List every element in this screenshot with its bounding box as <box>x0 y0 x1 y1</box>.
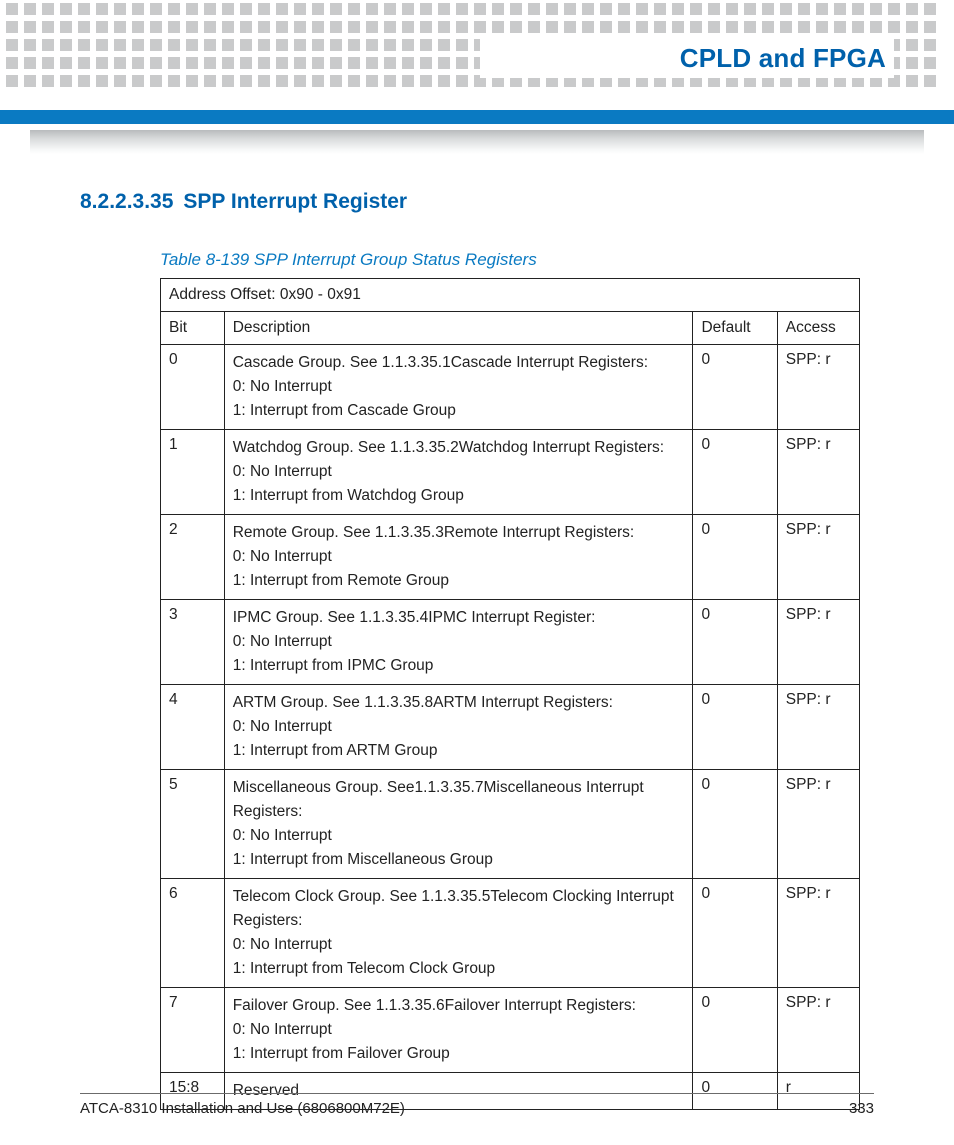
access-cell: SPP: r <box>777 770 859 879</box>
default-cell: 0 <box>693 988 777 1073</box>
section-number: 8.2.2.3.35 <box>80 190 173 214</box>
description-cell: Cascade Group. See 1.1.3.35.1Cascade Int… <box>224 345 693 430</box>
section-title: SPP Interrupt Register <box>183 190 407 214</box>
table-row: 3 IPMC Group. See 1.1.3.35.4IPMC Interrup… <box>161 600 860 685</box>
description-cell: Watchdog Group. See 1.1.3.35.2Watchdog I… <box>224 430 693 515</box>
bit-cell: 0 <box>161 345 225 430</box>
table-row: 7 Failover Group. See 1.1.3.35.6Failover … <box>161 988 860 1073</box>
bit-cell: 3 <box>161 600 225 685</box>
col-header-access: Access <box>777 312 859 345</box>
default-cell: 0 <box>693 685 777 770</box>
description-line: ARTM Group. See 1.1.3.35.8ARTM Interrupt… <box>233 691 685 715</box>
table-row: 0 Cascade Group. See 1.1.3.35.1Cascade In… <box>161 345 860 430</box>
col-header-default: Default <box>693 312 777 345</box>
footer-doc-title: ATCA-8310 Installation and Use (6806800M… <box>80 1100 405 1117</box>
description-line: 1: Interrupt from Telecom Clock Group <box>233 957 685 981</box>
footer-page-number: 333 <box>849 1100 874 1117</box>
description-line: 0: No Interrupt <box>233 715 685 739</box>
description-line: IPMC Group. See 1.1.3.35.4IPMC Interrupt… <box>233 606 685 630</box>
bit-cell: 4 <box>161 685 225 770</box>
description-cell: Telecom Clock Group. See 1.1.3.35.5Telec… <box>224 879 693 988</box>
access-cell: SPP: r <box>777 685 859 770</box>
bit-cell: 2 <box>161 515 225 600</box>
default-cell: 0 <box>693 345 777 430</box>
default-cell: 0 <box>693 600 777 685</box>
bit-cell: 5 <box>161 770 225 879</box>
header-gray-fade <box>30 130 924 154</box>
table-row: 2 Remote Group. See 1.1.3.35.3Remote Inte… <box>161 515 860 600</box>
chapter-title-wrap: CPLD and FPGA <box>480 38 894 78</box>
chapter-title: CPLD and FPGA <box>680 43 886 74</box>
table-row: 6Telecom Clock Group. See 1.1.3.35.5Tele… <box>161 879 860 988</box>
description-line: 0: No Interrupt <box>233 1018 685 1042</box>
register-table: Address Offset: 0x90 - 0x91BitDescriptio… <box>160 278 860 1110</box>
access-cell: SPP: r <box>777 988 859 1073</box>
access-cell: SPP: r <box>777 515 859 600</box>
table-row: 1 Watchdog Group. See 1.1.3.35.2Watchdog … <box>161 430 860 515</box>
page-footer: ATCA-8310 Installation and Use (6806800M… <box>80 1093 874 1117</box>
description-line: 0: No Interrupt <box>233 375 685 399</box>
table-row: 4 ARTM Group. See 1.1.3.35.8ARTM Interrup… <box>161 685 860 770</box>
description-line: Failover Group. See 1.1.3.35.6Failover I… <box>233 994 685 1018</box>
description-line: 1: Interrupt from Miscellaneous Group <box>233 848 685 872</box>
description-line: Miscellaneous Group. See1.1.3.35.7Miscel… <box>233 776 685 824</box>
bit-cell: 6 <box>161 879 225 988</box>
description-line: Cascade Group. See 1.1.3.35.1Cascade Int… <box>233 351 685 375</box>
description-line: 1: Interrupt from IPMC Group <box>233 654 685 678</box>
description-line: Remote Group. See 1.1.3.35.3Remote Inter… <box>233 521 685 545</box>
header-blue-bar <box>0 110 954 124</box>
col-header-description: Description <box>224 312 693 345</box>
default-cell: 0 <box>693 770 777 879</box>
address-offset-cell: Address Offset: 0x90 - 0x91 <box>161 279 860 312</box>
description-line: Telecom Clock Group. See 1.1.3.35.5Telec… <box>233 885 685 933</box>
access-cell: SPP: r <box>777 879 859 988</box>
description-cell: Remote Group. See 1.1.3.35.3Remote Inter… <box>224 515 693 600</box>
description-line: 1: Interrupt from ARTM Group <box>233 739 685 763</box>
access-cell: SPP: r <box>777 345 859 430</box>
bit-cell: 7 <box>161 988 225 1073</box>
table-row: 5Miscellaneous Group. See1.1.3.35.7Misce… <box>161 770 860 879</box>
description-cell: IPMC Group. See 1.1.3.35.4IPMC Interrupt… <box>224 600 693 685</box>
content-area: 8.2.2.3.35 SPP Interrupt Register Table … <box>80 180 874 1085</box>
description-cell: Miscellaneous Group. See1.1.3.35.7Miscel… <box>224 770 693 879</box>
bit-cell: 1 <box>161 430 225 515</box>
description-line: Watchdog Group. See 1.1.3.35.2Watchdog I… <box>233 436 685 460</box>
description-line: 0: No Interrupt <box>233 545 685 569</box>
access-cell: SPP: r <box>777 430 859 515</box>
description-line: 0: No Interrupt <box>233 824 685 848</box>
default-cell: 0 <box>693 515 777 600</box>
section-heading: 8.2.2.3.35 SPP Interrupt Register <box>80 190 874 214</box>
description-line: 1: Interrupt from Remote Group <box>233 569 685 593</box>
description-line: 0: No Interrupt <box>233 460 685 484</box>
default-cell: 0 <box>693 879 777 988</box>
access-cell: SPP: r <box>777 600 859 685</box>
col-header-bit: Bit <box>161 312 225 345</box>
description-line: 1: Interrupt from Cascade Group <box>233 399 685 423</box>
description-line: 0: No Interrupt <box>233 630 685 654</box>
default-cell: 0 <box>693 430 777 515</box>
table-caption: Table 8-139 SPP Interrupt Group Status R… <box>160 250 874 270</box>
description-cell: ARTM Group. See 1.1.3.35.8ARTM Interrupt… <box>224 685 693 770</box>
description-line: 1: Interrupt from Failover Group <box>233 1042 685 1066</box>
description-line: 1: Interrupt from Watchdog Group <box>233 484 685 508</box>
description-line: 0: No Interrupt <box>233 933 685 957</box>
description-cell: Failover Group. See 1.1.3.35.6Failover I… <box>224 988 693 1073</box>
